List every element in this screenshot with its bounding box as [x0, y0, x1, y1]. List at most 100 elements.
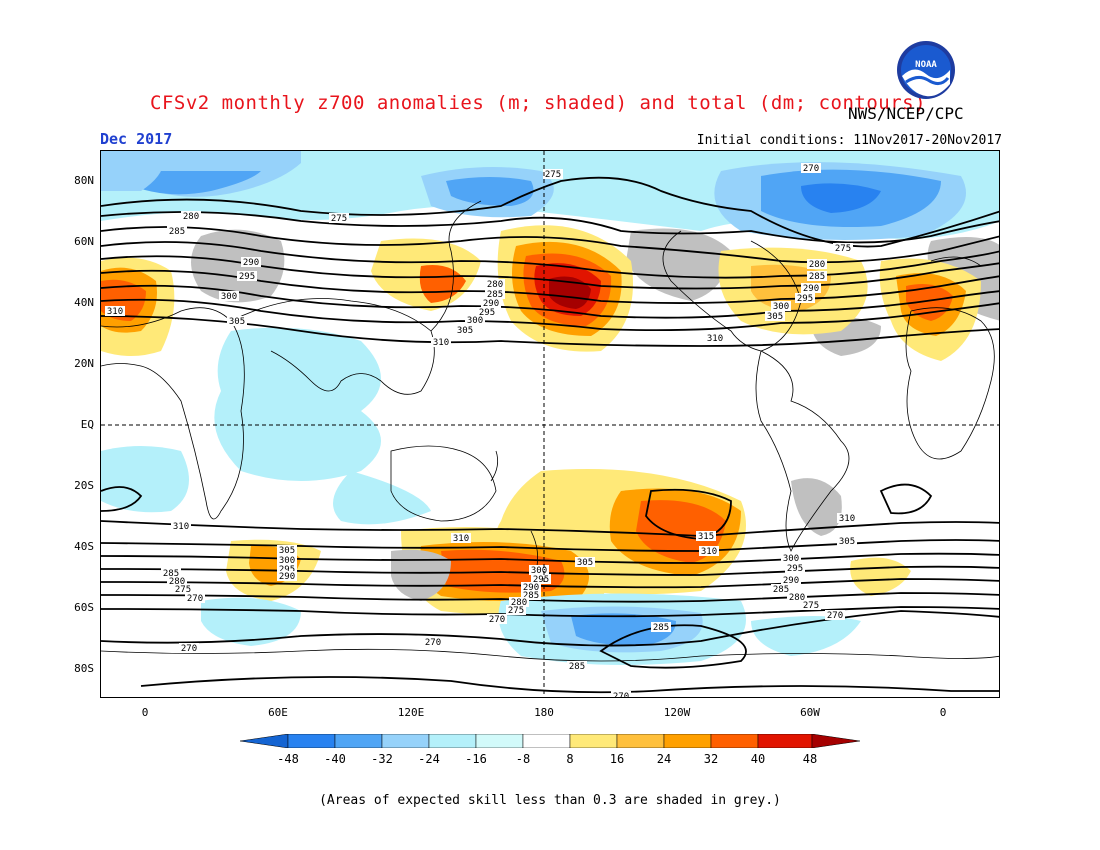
contour-label: 285 — [169, 227, 185, 237]
contour-label: 310 — [433, 338, 449, 348]
contour-label: 270 — [827, 611, 843, 621]
contour-label: 270 — [613, 692, 629, 698]
lon-label: 120W — [663, 706, 691, 719]
contour-label: 305 — [577, 558, 593, 568]
colorbar-segment — [663, 734, 712, 748]
lat-label: 80N — [74, 174, 94, 187]
lat-label: EQ — [80, 418, 94, 431]
lat-label: 40S — [74, 540, 94, 553]
contour-label: 310 — [701, 547, 717, 557]
map-title: CFSv2 monthly z700 anomalies (m; shaded)… — [150, 92, 927, 114]
lat-label: 60N — [74, 235, 94, 248]
anomaly-positive — [549, 276, 591, 309]
colorbar-segment — [757, 734, 813, 748]
contour-label: 275 — [545, 170, 561, 180]
anomaly-negative — [801, 183, 881, 213]
contour-value-labels: 275 270 275 275 280 285 290 295 300 305 … — [105, 163, 857, 698]
lon-label: 0 — [939, 706, 947, 719]
contour-label: 270 — [187, 594, 203, 604]
contour-label: 285 — [523, 591, 539, 601]
contour-label: 300 — [773, 302, 789, 312]
contour-label: 295 — [479, 308, 495, 318]
colorbar-segment — [428, 734, 477, 748]
contour-label: 285 — [487, 290, 503, 300]
colorbar-segment — [710, 734, 759, 748]
colorbar-segment — [569, 734, 618, 748]
low-skill-region — [391, 549, 451, 601]
contour-label: 290 — [243, 258, 259, 268]
low-skill-region — [191, 229, 285, 303]
colorbar-right-arrow — [811, 734, 860, 748]
contour-label: 285 — [163, 569, 179, 579]
contour-label: 305 — [457, 326, 473, 336]
lon-label: 0 — [141, 706, 149, 719]
contour-label: 270 — [489, 615, 505, 625]
initial-conditions: Initial conditions: 11Nov2017-20Nov2017 — [696, 133, 1002, 148]
colorbar-label: -40 — [324, 752, 346, 766]
contour-label: 290 — [523, 583, 539, 593]
contour-label: 290 — [783, 576, 799, 586]
colorbar-segment — [287, 734, 336, 748]
colorbar-label: 40 — [750, 752, 766, 766]
contour-label: 310 — [453, 534, 469, 544]
colorbar-segment — [475, 734, 524, 748]
lat-label: 40N — [74, 296, 94, 309]
contour-label: 315 — [698, 532, 714, 542]
contour-label: 310 — [839, 514, 855, 524]
contour-label: 280 — [169, 577, 185, 587]
contour-label: 300 — [467, 316, 483, 326]
contour-label: 295 — [797, 294, 813, 304]
contour-label: 305 — [767, 312, 783, 322]
contour-label: 285 — [569, 662, 585, 672]
contour-label: 305 — [229, 317, 245, 327]
colorbar-label: 32 — [703, 752, 719, 766]
contour-label: 295 — [279, 565, 295, 575]
map-canvas: 275 270 275 275 280 285 290 295 300 305 … — [101, 151, 999, 698]
contour-label: 290 — [279, 572, 295, 582]
anomaly-negative — [571, 613, 676, 646]
skill-footnote: (Areas of expected skill less than 0.3 a… — [319, 793, 781, 808]
colorbar-label: -24 — [418, 752, 440, 766]
forecast-month: Dec 2017 — [100, 130, 173, 148]
colorbar-label: 24 — [656, 752, 672, 766]
contour-label: 285 — [653, 623, 669, 633]
contour-label: 270 — [181, 644, 197, 654]
contour-label: 280 — [511, 598, 527, 608]
colorbar-label: -16 — [465, 752, 487, 766]
contour-label: 295 — [239, 272, 255, 282]
contour-label: 300 — [783, 554, 799, 564]
noaa-logo-icon: NOAA — [897, 41, 955, 99]
colorbar-label: 48 — [802, 752, 818, 766]
colorbar-segment — [334, 734, 383, 748]
svg-text:NOAA: NOAA — [915, 60, 937, 70]
lon-label: 60W — [800, 706, 820, 719]
contour-label: 295 — [533, 575, 549, 585]
anomaly-negative — [333, 471, 431, 525]
contour-label: 310 — [173, 522, 189, 532]
lat-label: 60S — [74, 601, 94, 614]
contour-label: 295 — [787, 564, 803, 574]
lat-label: 20S — [74, 479, 94, 492]
lat-label: 20N — [74, 357, 94, 370]
colorbar-label: -48 — [277, 752, 299, 766]
colorbar — [240, 734, 860, 748]
contour-label: 310 — [707, 334, 723, 344]
contour-label: 270 — [803, 164, 819, 174]
colorbar-label: -8 — [515, 752, 531, 766]
anomaly-negative — [446, 177, 534, 206]
lon-label: 120E — [397, 706, 425, 719]
contour-label: 280 — [183, 212, 199, 222]
contour-label: 280 — [789, 593, 805, 603]
colorbar-label: 8 — [566, 752, 574, 766]
lon-label: 180 — [534, 706, 554, 719]
colorbar-label: 16 — [609, 752, 625, 766]
anomaly-positive — [419, 265, 466, 303]
height-contours — [101, 483, 999, 694]
coastlines — [101, 200, 999, 662]
colorbar-label: -32 — [371, 752, 393, 766]
contour-label: 290 — [803, 284, 819, 294]
anomaly-negative — [101, 151, 164, 191]
contour-label: 310 — [107, 307, 123, 317]
contour-label: 300 — [221, 292, 237, 302]
height-contours — [101, 176, 999, 347]
